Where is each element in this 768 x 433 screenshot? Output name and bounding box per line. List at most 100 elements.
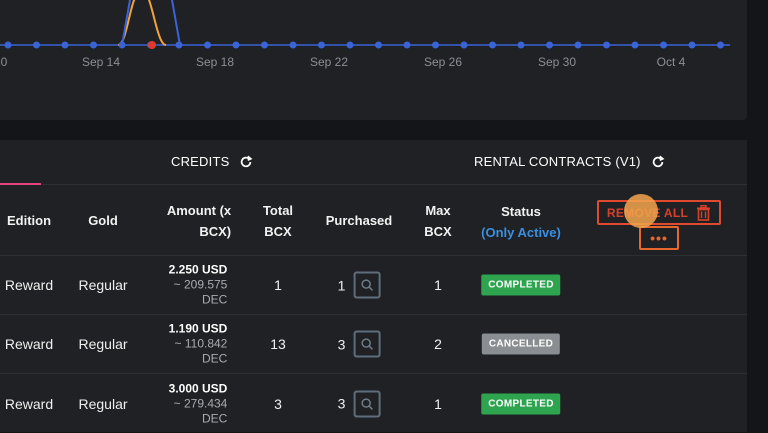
- table-row: Reward Regular 3.000 USD ~ 279.434 DEC 3…: [0, 374, 747, 433]
- tab-credits[interactable]: CREDITS: [171, 154, 253, 169]
- col-status-label: Status: [501, 204, 541, 219]
- refresh-icon[interactable]: [651, 155, 665, 169]
- col-total-bcx[interactable]: Total BCX: [263, 200, 293, 242]
- cell-edition: Reward: [4, 277, 54, 293]
- amount-dec: ~ 279.434: [173, 396, 228, 410]
- cell-total-bcx: 13: [270, 336, 286, 352]
- status-badge: CANCELLED: [481, 333, 561, 355]
- data-point-highlighted: [148, 41, 156, 49]
- amount-dec: ~ 209.575: [173, 277, 228, 292]
- data-point: [204, 41, 211, 49]
- data-point: [489, 41, 496, 49]
- data-point: [603, 41, 610, 49]
- amount-dec-unit: DEC: [202, 351, 228, 366]
- series-spike: [121, 0, 181, 46]
- cell-edition: Reward: [4, 395, 54, 412]
- trash-icon: [697, 204, 711, 221]
- cell-purchased: 3: [337, 330, 381, 358]
- table-row: Reward Regular 2.250 USD ~ 209.575 DEC 1…: [0, 256, 747, 315]
- more-options-button[interactable]: •••: [639, 226, 679, 250]
- view-purchases-button[interactable]: [353, 330, 381, 358]
- data-point: [460, 41, 468, 49]
- active-tab-indicator: [0, 183, 41, 185]
- data-point: [517, 41, 525, 49]
- x-tick-label: 0: [0, 55, 8, 69]
- view-purchases-button[interactable]: [353, 271, 381, 299]
- tab-rental-contracts[interactable]: RENTAL CONTRACTS (V1): [474, 154, 665, 169]
- col-amount-line1: Amount (x: [166, 203, 232, 218]
- data-point: [318, 41, 325, 49]
- data-point: [346, 41, 354, 49]
- data-point: [546, 41, 553, 49]
- series-spike: [117, 0, 167, 46]
- status-badge: COMPLETED: [481, 274, 561, 296]
- data-point: [289, 41, 297, 49]
- data-point: [574, 41, 582, 49]
- cell-max-bcx: 2: [434, 336, 442, 352]
- refresh-icon[interactable]: [239, 155, 253, 169]
- x-tick-label: Sep 14: [81, 55, 121, 69]
- data-point: [118, 41, 126, 49]
- data-point: [4, 41, 12, 49]
- data-point: [432, 41, 439, 49]
- cell-total-bcx: 3: [274, 395, 282, 412]
- data-point: [717, 41, 724, 49]
- data-point: [375, 41, 382, 49]
- cell-amount: 2.250 USD ~ 209.575 DEC: [169, 263, 228, 308]
- rentals-panel: CREDITS RENTAL CONTRACTS (V1) Edition Go…: [0, 140, 747, 432]
- col-status[interactable]: Status (Only Active): [481, 201, 561, 243]
- col-edition[interactable]: Edition: [6, 213, 52, 228]
- search-icon: [361, 338, 373, 350]
- cell-purchased: 3: [338, 390, 381, 417]
- col-amount[interactable]: Amount (x BCX): [167, 200, 231, 242]
- table-row: Reward Regular 1.190 USD ~ 110.842 DEC 1…: [0, 315, 747, 374]
- price-history-chart: 0 Sep 14 Sep 18 Sep 22 Sep 26 Sep 30 Oct…: [0, 0, 747, 120]
- col-max-line2: BCX: [424, 224, 452, 239]
- x-tick-label: Sep 22: [309, 55, 349, 69]
- data-point: [33, 41, 40, 49]
- cell-gold: Regular: [78, 277, 128, 293]
- cell-edition: Reward: [4, 336, 54, 352]
- data-point: [232, 41, 240, 49]
- remove-all-button[interactable]: REMOVE ALL: [597, 200, 721, 225]
- col-max-bcx[interactable]: Max BCX: [424, 200, 451, 242]
- cell-status: COMPLETED: [481, 393, 561, 414]
- tab-label: CREDITS: [171, 154, 230, 169]
- search-icon: [361, 397, 373, 410]
- col-max-line1: Max: [425, 203, 451, 218]
- cell-amount: 1.190 USD ~ 110.842 DEC: [169, 322, 228, 367]
- purchased-count: 3: [337, 395, 346, 412]
- cell-gold: Regular: [78, 336, 128, 352]
- cell-amount: 3.000 USD ~ 279.434 DEC: [169, 381, 228, 426]
- amount-dec-unit: DEC: [202, 292, 228, 307]
- cell-status: COMPLETED: [481, 274, 561, 296]
- cell-total-bcx: 1: [274, 277, 282, 293]
- cell-status: CANCELLED: [481, 333, 561, 355]
- purchased-count: 3: [337, 336, 346, 352]
- data-point: [660, 41, 667, 49]
- tab-bar: CREDITS RENTAL CONTRACTS (V1): [0, 140, 747, 185]
- x-tick-label: Sep 30: [537, 55, 577, 69]
- amount-usd: 2.250 USD: [168, 262, 228, 277]
- x-tick-label: Oct 4: [656, 55, 686, 69]
- data-point: [61, 41, 69, 49]
- amount-dec: ~ 110.842: [174, 336, 228, 351]
- col-total-line2: BCX: [264, 224, 292, 239]
- status-filter-label[interactable]: (Only Active): [481, 225, 561, 240]
- col-amount-line2: BCX): [199, 224, 232, 239]
- col-gold[interactable]: Gold: [88, 213, 118, 228]
- data-point: [403, 41, 411, 49]
- cursor-highlight: [624, 194, 658, 228]
- cell-max-bcx: 1: [434, 277, 442, 293]
- purchased-count: 1: [337, 277, 346, 293]
- col-purchased[interactable]: Purchased: [325, 213, 393, 228]
- col-total-line1: Total: [262, 203, 294, 218]
- x-tick-label: Sep 26: [423, 55, 463, 69]
- status-badge: COMPLETED: [481, 393, 561, 414]
- tab-label: RENTAL CONTRACTS (V1): [474, 154, 641, 169]
- data-point: [261, 41, 268, 49]
- cell-purchased: 1: [337, 271, 381, 299]
- amount-usd: 3.000 USD: [168, 381, 228, 395]
- view-purchases-button[interactable]: [353, 390, 381, 417]
- amount-dec-unit: DEC: [202, 411, 228, 425]
